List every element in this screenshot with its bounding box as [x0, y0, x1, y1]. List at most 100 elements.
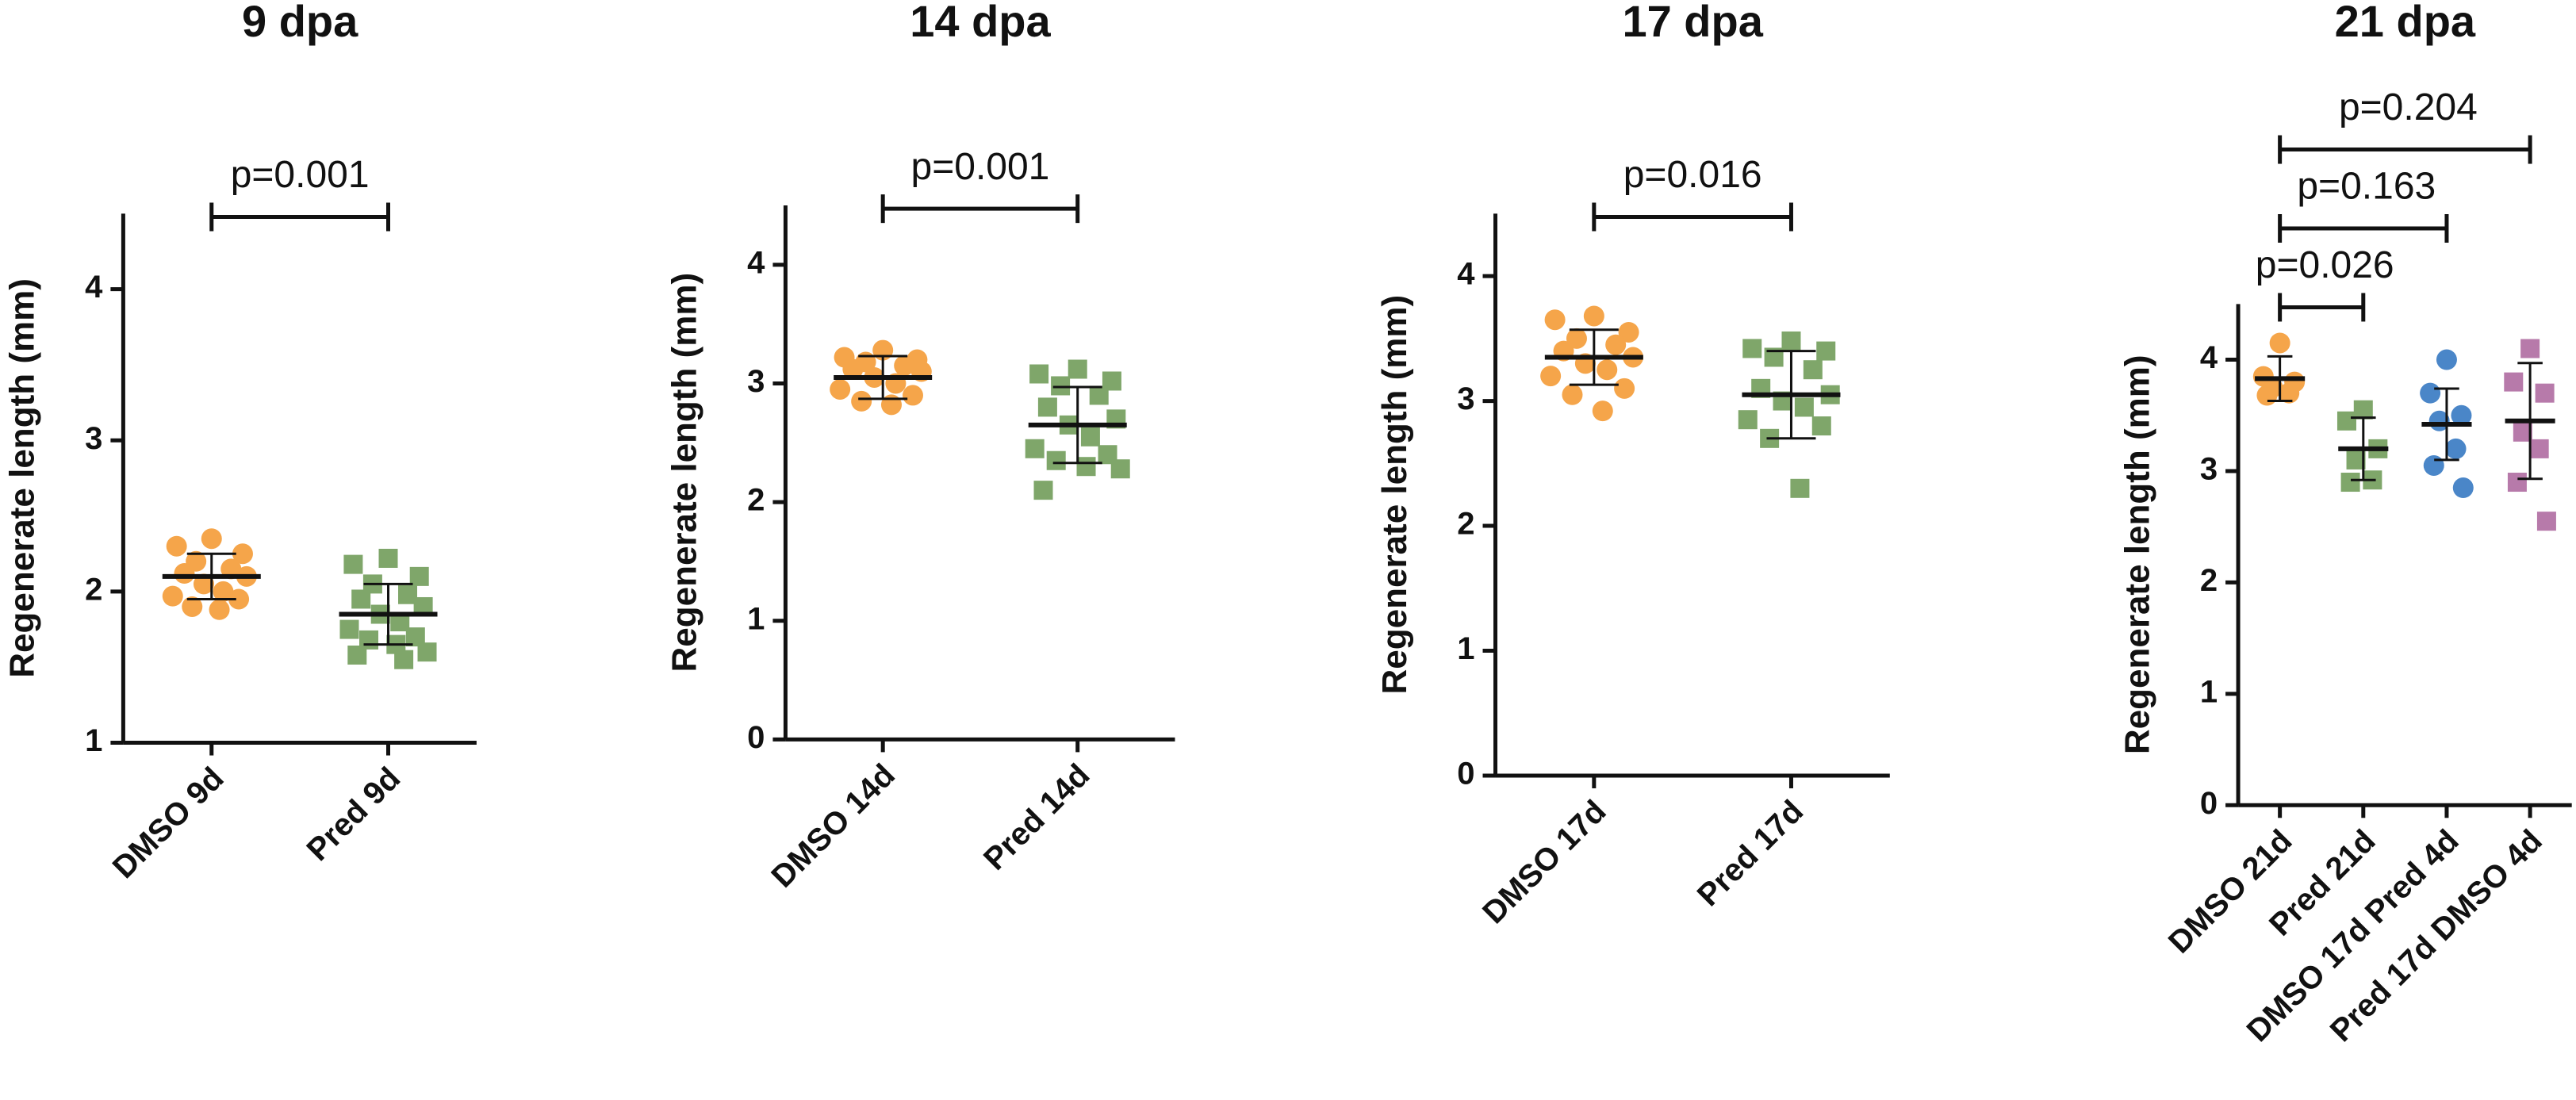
data-point — [1816, 341, 1836, 361]
data-point — [1046, 450, 1066, 470]
data-point — [1605, 334, 1627, 355]
p-value: p=0.001 — [231, 154, 370, 196]
y-tick-label: 4 — [1457, 257, 1475, 292]
data-point — [1597, 359, 1618, 381]
panel-title: 9 dpa — [242, 0, 358, 46]
data-point — [2336, 411, 2356, 431]
data-point — [1544, 309, 1566, 331]
y-tick-label: 0 — [1457, 757, 1474, 791]
data-point — [166, 535, 187, 557]
data-point — [409, 566, 429, 586]
data-point — [2279, 382, 2300, 404]
y-tick-label: 2 — [1457, 507, 1474, 542]
y-tick-label: 3 — [85, 421, 102, 456]
data-point — [2507, 473, 2527, 493]
panel: 21 dpa Regenerate length (mm) 0 1 2 3 4 DMSO 21… — [2118, 0, 2572, 1048]
data-point — [1029, 364, 1049, 384]
data-point — [2423, 454, 2444, 476]
data-point — [1037, 397, 1057, 417]
data-point — [2529, 439, 2549, 458]
data-point — [220, 558, 242, 580]
data-point — [1618, 321, 1639, 343]
y-tick-label: 2 — [2200, 563, 2218, 598]
y-axis-label: Regenerate length (mm) — [3, 278, 42, 678]
panel-title: 21 dpa — [2335, 0, 2476, 46]
data-point — [851, 390, 872, 412]
data-point — [1540, 366, 1562, 387]
x-tick-label: DMSO 14d — [765, 757, 902, 895]
data-point — [1803, 360, 1823, 380]
data-point — [2535, 383, 2555, 403]
data-point — [417, 642, 437, 662]
x-tick-label: DMSO 17d — [1476, 794, 1613, 931]
data-point — [1592, 401, 1613, 422]
data-point — [1068, 359, 1087, 379]
data-point — [390, 612, 410, 632]
p-value: p=0.204 — [2339, 86, 2478, 128]
data-point — [182, 596, 203, 617]
data-point — [1076, 457, 1096, 477]
y-tick-label: 4 — [2200, 340, 2218, 375]
data-point — [162, 585, 183, 607]
y-axis-label: Regenerate length (mm) — [665, 273, 704, 673]
data-point — [2256, 385, 2278, 406]
data-point — [2451, 404, 2472, 426]
data-point — [1566, 328, 1587, 349]
x-tick-label: DMSO 21d — [2162, 823, 2299, 960]
data-point — [213, 581, 234, 602]
data-point — [174, 563, 195, 584]
data-point — [2452, 477, 2474, 499]
data-point — [880, 394, 902, 416]
data-point — [209, 599, 230, 620]
data-point — [1033, 481, 1053, 500]
data-point — [902, 385, 923, 406]
data-point — [1025, 439, 1045, 458]
data-point — [1794, 397, 1814, 417]
y-tick-label: 0 — [747, 720, 765, 755]
p-value: p=0.001 — [911, 146, 1050, 188]
y-tick-label: 1 — [85, 723, 102, 758]
x-tick-label: DMSO 9d — [106, 761, 231, 885]
y-tick-label: 0 — [2200, 786, 2218, 821]
data-point — [1811, 416, 1831, 436]
panel: 14 dpa Regenerate length (mm) 0 1 2 3 4 DMSO 14… — [665, 0, 1175, 895]
data-point — [351, 589, 371, 609]
y-tick-label: 3 — [1457, 381, 1474, 416]
p-value: p=0.016 — [1623, 154, 1762, 196]
data-point — [343, 554, 363, 574]
data-point — [2504, 372, 2524, 392]
data-point — [830, 378, 851, 400]
data-point — [1790, 478, 1810, 498]
y-tick-label: 3 — [747, 364, 765, 399]
panel-title: 17 dpa — [1622, 0, 1763, 46]
data-point — [378, 548, 398, 568]
data-point — [2420, 382, 2441, 404]
panel: 9 dpa Regenerate length (mm) 1 2 3 4 DMSO 9d Pr… — [3, 0, 477, 885]
data-point — [894, 355, 915, 377]
p-value: p=0.163 — [2297, 166, 2436, 208]
data-point — [201, 528, 222, 550]
data-point — [1080, 427, 1100, 447]
x-tick-label: Pred 14d — [977, 757, 1097, 877]
y-tick-label: 4 — [85, 270, 103, 305]
data-point — [1738, 410, 1758, 430]
y-tick-label: 3 — [2200, 452, 2218, 487]
data-point — [339, 619, 359, 639]
y-tick-label: 4 — [747, 245, 765, 280]
data-point — [1742, 339, 1762, 358]
y-tick-label: 1 — [1457, 631, 1474, 666]
y-tick-label: 1 — [747, 601, 765, 636]
data-point — [1562, 384, 1583, 405]
p-value: p=0.026 — [2256, 244, 2394, 286]
panel: 17 dpa Regenerate length (mm) 0 1 2 3 4 DMSO 17… — [1375, 0, 1890, 930]
panel-title: 14 dpa — [910, 0, 1051, 46]
y-tick-label: 1 — [2200, 674, 2218, 709]
data-point — [2269, 332, 2290, 354]
x-tick-label: Pred 9d — [300, 761, 407, 868]
data-point — [2445, 438, 2467, 459]
data-point — [2536, 512, 2556, 531]
data-point — [347, 645, 367, 665]
data-point — [842, 358, 864, 380]
y-tick-label: 2 — [85, 572, 102, 607]
